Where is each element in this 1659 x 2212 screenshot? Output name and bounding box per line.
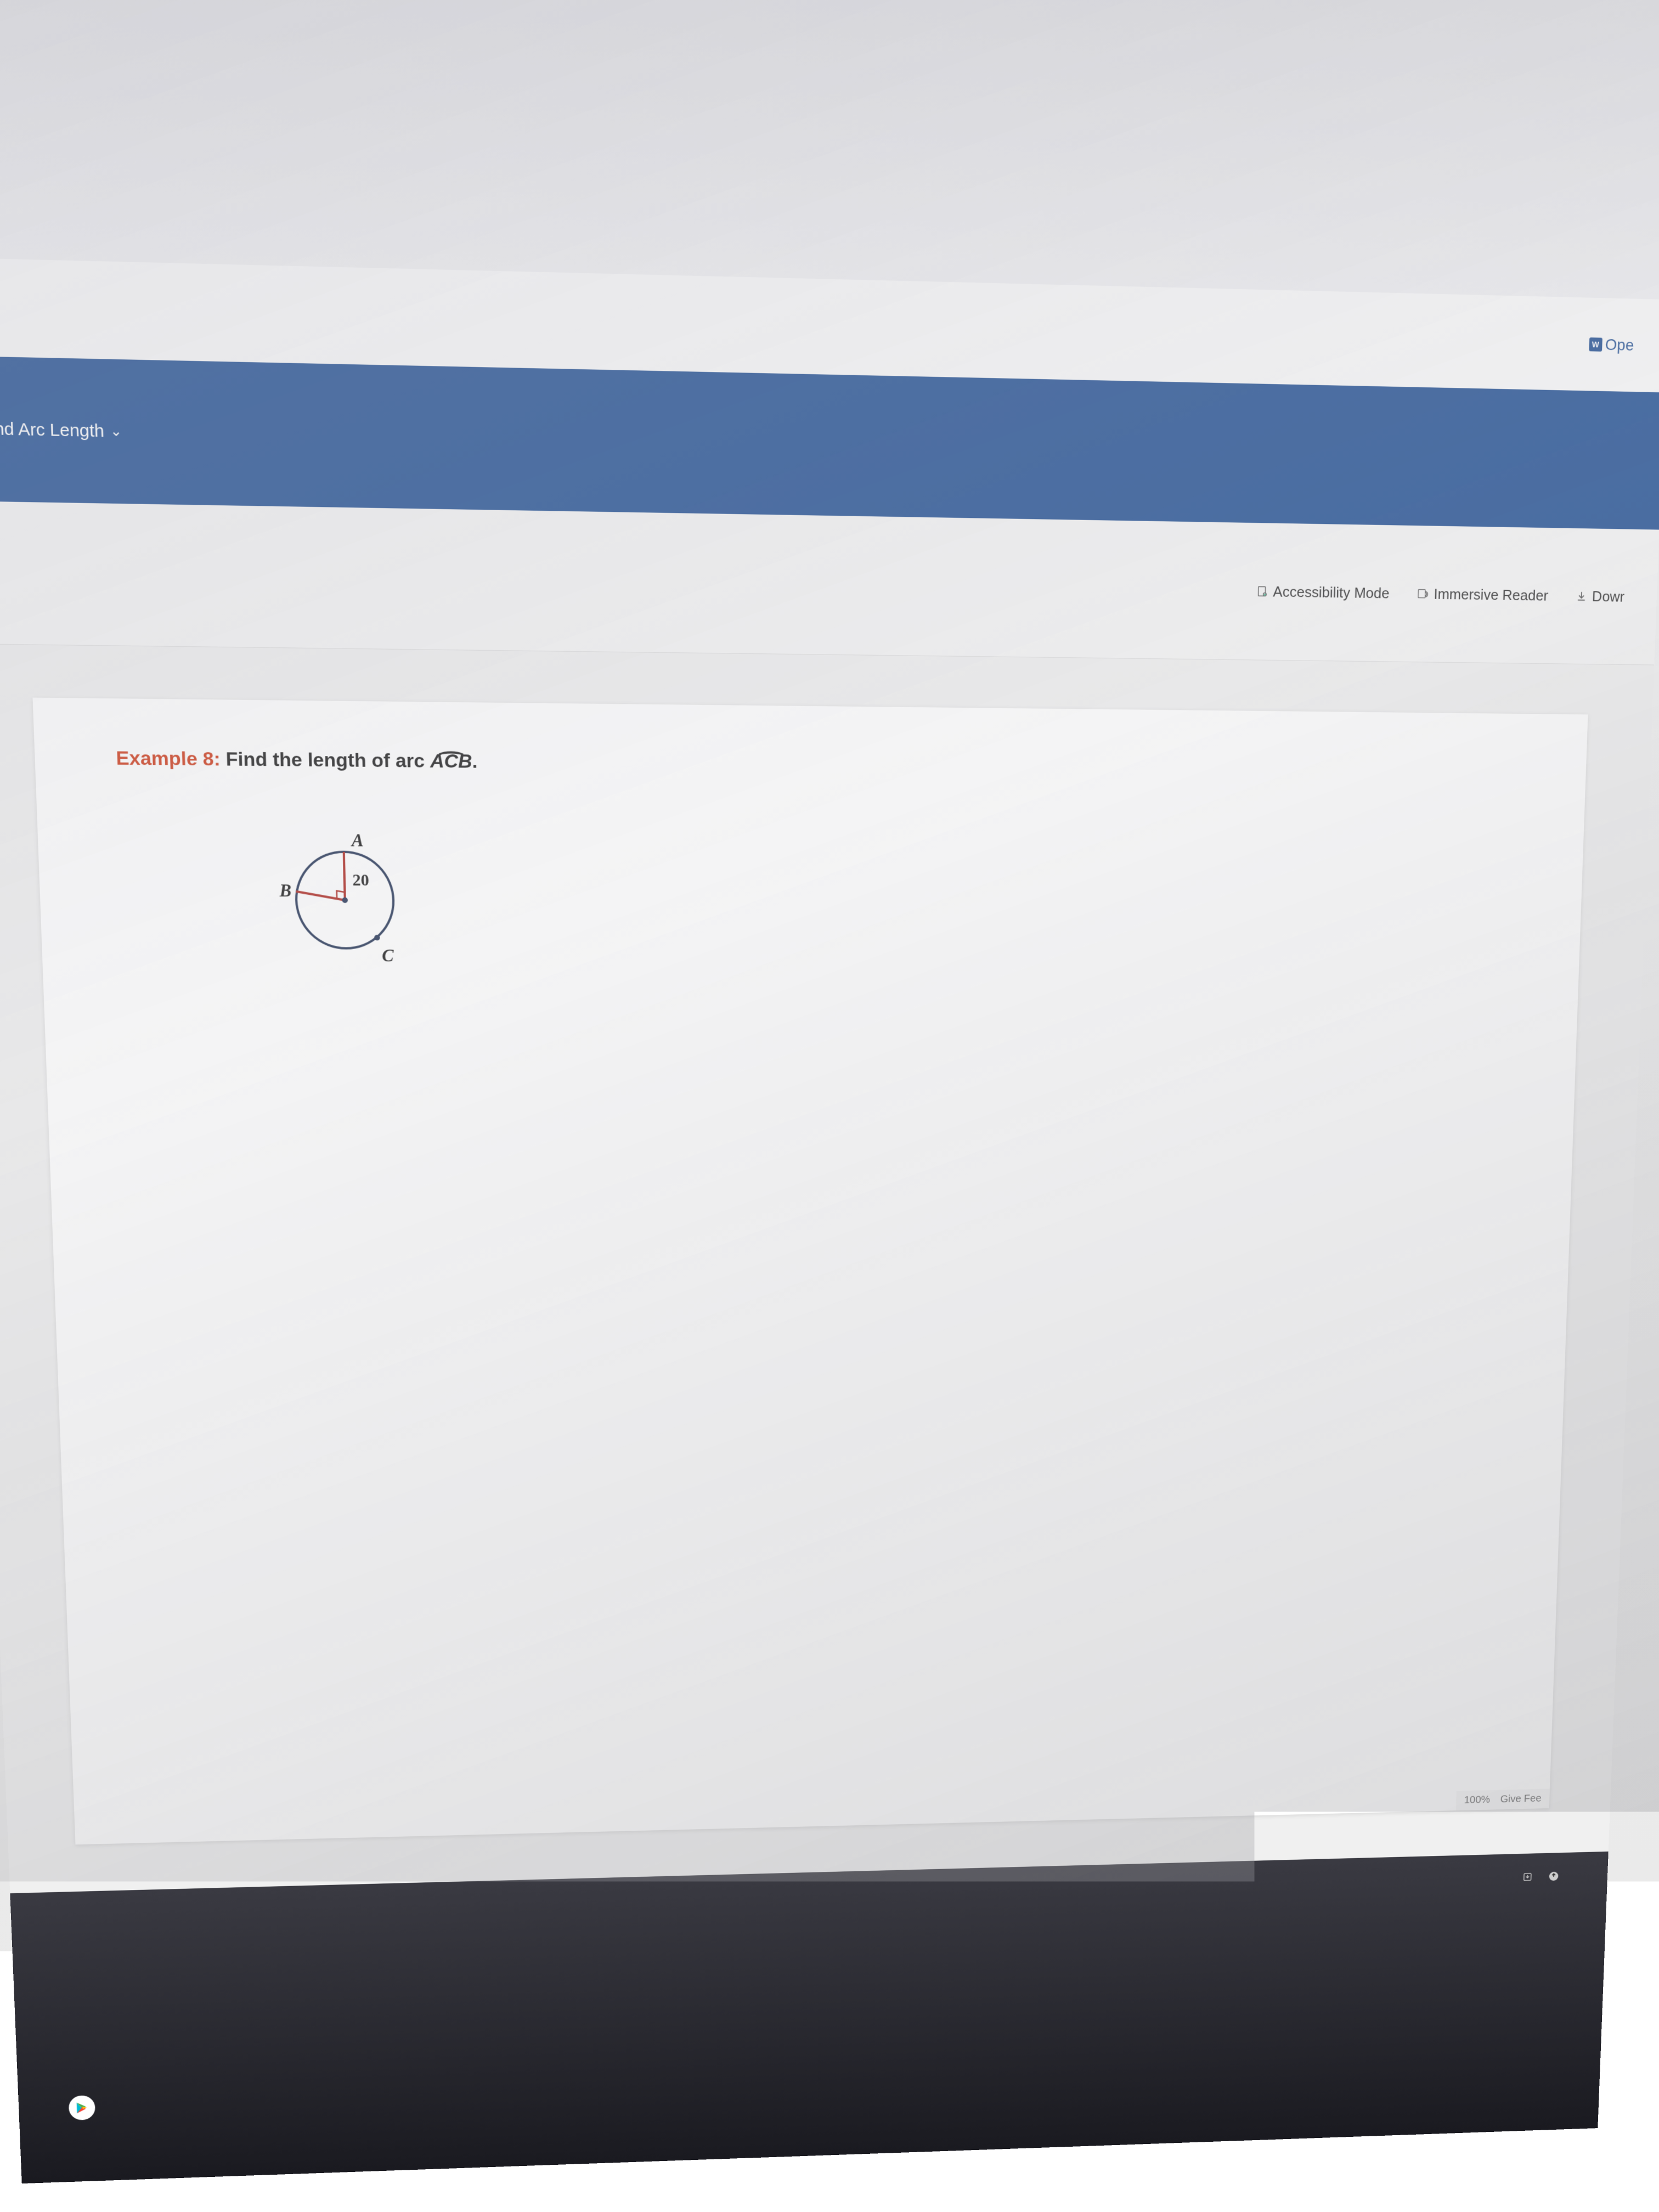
- arc-name: ACB: [430, 750, 472, 772]
- document-viewport[interactable]: Example 8: Find the length of arc ACB. A…: [0, 644, 1654, 1893]
- center-point: [342, 897, 348, 902]
- example-instruction: Find the length of arc: [225, 748, 430, 772]
- zoom-level[interactable]: 100%: [1464, 1794, 1490, 1806]
- immersive-reader-button[interactable]: Immersive Reader: [1417, 585, 1549, 604]
- radius-to-A: [344, 852, 345, 900]
- label-B: B: [278, 879, 291, 898]
- accessibility-icon: [1255, 584, 1268, 598]
- tray-icon-2[interactable]: [1545, 1868, 1562, 1884]
- status-bar: 100% Give Fee: [1455, 1788, 1550, 1810]
- circle-diagram: A B C 20: [263, 814, 426, 974]
- download-icon: [1575, 589, 1588, 603]
- label-A: A: [347, 831, 360, 850]
- example-number-label: Example 8:: [116, 747, 221, 770]
- word-icon: W: [1589, 337, 1602, 352]
- download-button[interactable]: Dowr: [1575, 587, 1624, 605]
- document-toolbar: Accessibility Mode Immersive Reader Do: [0, 500, 1659, 665]
- feedback-button[interactable]: Give Fee: [1500, 1793, 1542, 1805]
- radius-to-B: [296, 891, 345, 900]
- download-label: Dowr: [1592, 588, 1625, 606]
- immersive-label: Immersive Reader: [1434, 585, 1548, 605]
- accessibility-label: Accessibility Mode: [1273, 583, 1390, 602]
- chevron-down-icon[interactable]: ⌄: [110, 423, 122, 441]
- taskbar-area: [10, 1852, 1608, 2183]
- example-heading: Example 8: Find the length of arc ACB.: [116, 747, 1513, 782]
- example-period: .: [472, 751, 477, 772]
- document-page: Example 8: Find the length of arc ACB. A…: [32, 698, 1588, 1844]
- top-empty-space: [0, 0, 1659, 300]
- immersive-reader-icon: [1417, 587, 1430, 601]
- tray-icon-1[interactable]: [1519, 1869, 1536, 1885]
- accessibility-mode-button[interactable]: Accessibility Mode: [1255, 583, 1390, 602]
- radius-value: 20: [349, 870, 365, 887]
- open-label[interactable]: Ope: [1605, 336, 1634, 355]
- document-title: nce and Arc Length: [0, 418, 105, 441]
- label-C: C: [377, 941, 390, 961]
